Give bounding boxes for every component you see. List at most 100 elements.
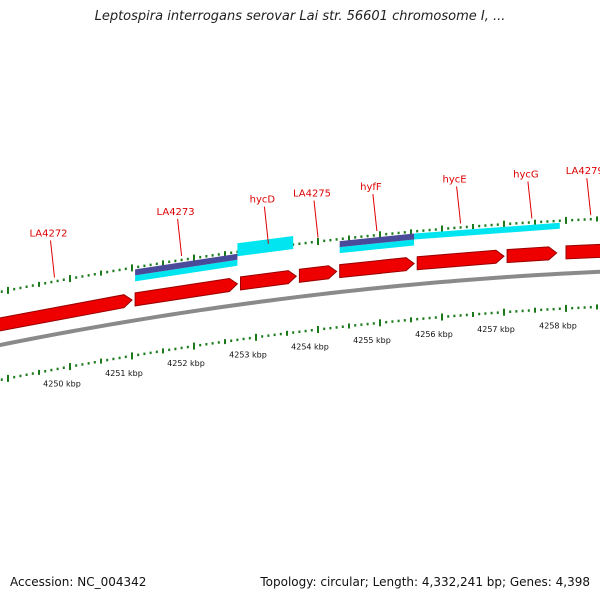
outer-tick [416, 229, 419, 233]
inner-tick [242, 337, 245, 341]
outer-tick [540, 220, 543, 224]
gene-arrow[interactable] [416, 249, 505, 271]
inner-tick [81, 363, 84, 366]
inner-tick [19, 374, 22, 378]
kbp-scale-label: 4258 kbp [539, 321, 577, 330]
gene-arrow[interactable] [339, 257, 415, 279]
inner-tick [490, 311, 493, 315]
outer-tick [589, 218, 592, 221]
inner-tick [379, 319, 381, 327]
inner-tick [385, 320, 388, 324]
outer-tick [341, 237, 344, 240]
inner-tick [348, 323, 350, 329]
inner-tick [279, 332, 282, 336]
gene-arrow[interactable] [565, 243, 600, 260]
inner-tick [211, 342, 214, 345]
inner-tick [0, 378, 3, 381]
outer-tick [372, 234, 375, 237]
outer-tick [527, 221, 530, 224]
gene-arrow[interactable] [506, 246, 558, 264]
outer-tick [453, 226, 456, 230]
outer-tick [521, 221, 524, 225]
outer-tick [44, 282, 47, 285]
gene-arrow[interactable] [240, 270, 298, 291]
inner-tick [596, 304, 598, 310]
outer-tick [335, 238, 338, 241]
inner-tick [310, 329, 313, 332]
outer-tick [118, 268, 121, 272]
inner-tick [236, 338, 239, 342]
kbp-scale-label: 4254 kbp [291, 343, 329, 352]
inner-tick [149, 351, 152, 355]
scale-label-layer: 4250 kbp 4251 kbp 4252 kbp 4253 kbp 4254 kbp… [43, 321, 577, 388]
inner-tick [292, 331, 295, 334]
outer-tick [25, 285, 28, 288]
accession-text: Accession: NC_004342 [10, 575, 147, 589]
gene-label[interactable]: hycE [443, 175, 467, 186]
gene-label-leader [456, 186, 462, 224]
gene-label[interactable]: hyfF [360, 182, 382, 193]
outer-tick [211, 254, 214, 257]
outer-tick [112, 269, 115, 273]
outer-tick [13, 287, 16, 291]
inner-tick [534, 307, 536, 313]
inner-tick [199, 343, 202, 347]
feature-bar-cyan [237, 236, 294, 257]
inner-tick [106, 358, 109, 362]
outer-tick [434, 228, 437, 231]
outer-tick [385, 232, 388, 236]
gene-arrow[interactable] [298, 265, 338, 283]
outer-tick [366, 234, 369, 238]
inner-tick [69, 363, 71, 371]
inner-tick [261, 335, 264, 338]
kbp-scale-label: 4255 kbp [353, 336, 391, 345]
gene-label[interactable]: LA4272 [29, 229, 67, 240]
feature-bar-navy [339, 233, 415, 248]
outer-tick [62, 278, 65, 281]
inner-tick [589, 306, 592, 309]
inner-tick [162, 348, 164, 354]
gene-label[interactable]: LA4279 [566, 166, 600, 177]
gene-label-leader [313, 200, 319, 238]
inner-tick [428, 316, 431, 320]
inner-tick [447, 315, 450, 318]
outer-tick [310, 241, 313, 244]
gene-label[interactable]: LA4273 [157, 207, 195, 218]
outer-tick [87, 274, 90, 277]
outer-tick [546, 220, 549, 223]
gene-label[interactable]: hycG [513, 169, 539, 180]
outer-tick [348, 235, 350, 241]
gene-arrow[interactable] [134, 277, 239, 307]
inner-tick [465, 313, 468, 317]
outer-tick [100, 270, 102, 276]
inner-tick [205, 343, 208, 346]
outer-tick [329, 238, 332, 242]
outer-tick [490, 223, 493, 227]
kbp-scale-label: 4253 kbp [229, 350, 267, 359]
inner-tick [329, 326, 332, 330]
inner-tick [317, 326, 319, 333]
outer-tick [106, 270, 109, 274]
gene-label[interactable]: LA4275 [293, 189, 331, 200]
inner-tick [248, 336, 251, 340]
gene-arrow[interactable] [0, 294, 133, 336]
outer-tick [323, 239, 326, 243]
inner-tick [509, 310, 512, 313]
feature-bar-cyan [414, 222, 560, 240]
inner-tick [174, 347, 177, 351]
outer-tick [496, 223, 499, 226]
inner-tick [372, 322, 375, 325]
outer-tick [447, 227, 450, 230]
inner-tick [217, 341, 220, 344]
gene-label[interactable]: hycD [250, 195, 276, 206]
inner-tick [552, 307, 555, 311]
inner-tick [25, 373, 28, 376]
outer-tick [180, 258, 183, 262]
outer-tick [93, 273, 96, 276]
outer-tick [558, 219, 561, 222]
outer-tick [56, 279, 59, 283]
inner-tick [62, 366, 65, 369]
inner-tick [515, 310, 518, 313]
inner-tick [31, 372, 34, 375]
